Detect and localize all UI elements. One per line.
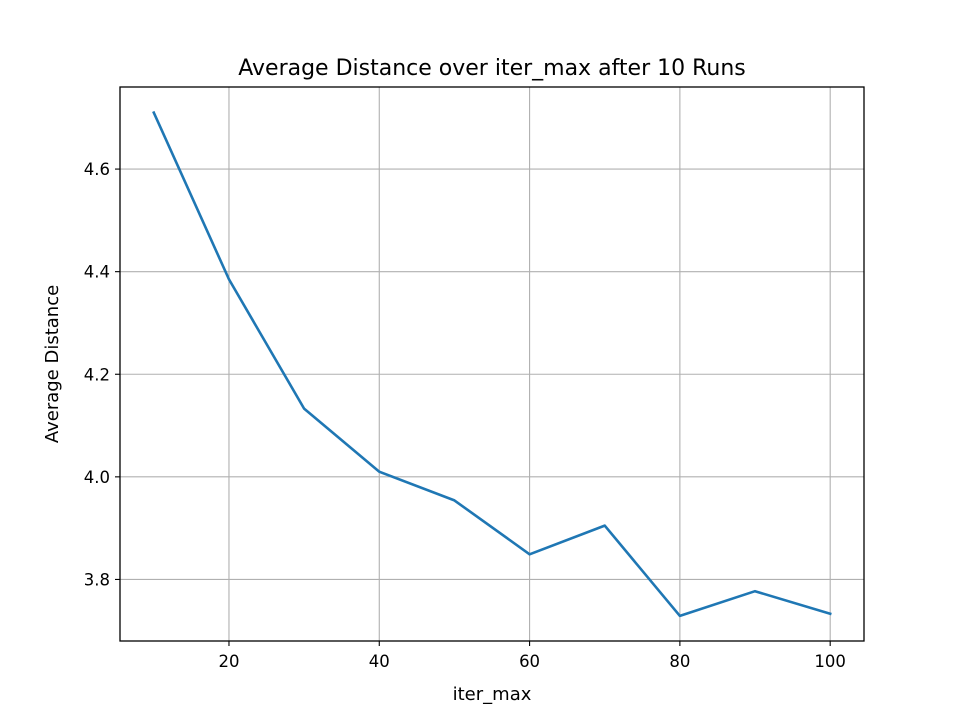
y-tick-label: 4.4 [84, 263, 110, 282]
x-tick-label: 60 [519, 652, 540, 671]
series-layer [152, 110, 832, 618]
series-line [152, 110, 832, 618]
x-tick-label: 100 [814, 652, 846, 671]
y-tick-label: 4.2 [84, 365, 110, 384]
x-tick-label: 20 [218, 652, 239, 671]
grid-lines [120, 87, 864, 641]
y-axis-label: Average Distance [42, 285, 63, 443]
y-tick-label: 3.8 [84, 570, 110, 589]
x-tick-label: 80 [669, 652, 690, 671]
y-tick-label: 4.0 [84, 468, 110, 487]
y-tick-label: 4.6 [84, 160, 110, 179]
plot-frame [119, 86, 865, 642]
x-axis-label: iter_max [453, 684, 532, 705]
chart-title: Average Distance over iter_max after 10 … [238, 56, 746, 81]
x-tick-label: 40 [369, 652, 390, 671]
axis-ticks: 20 40 60 80 100 3.8 4.0 4.2 4.4 4.6 [84, 160, 846, 671]
